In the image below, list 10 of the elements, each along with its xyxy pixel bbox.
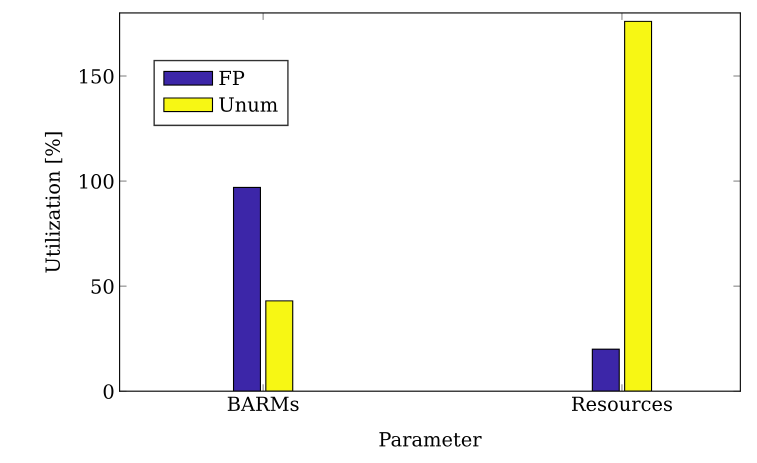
y-tick-label: 50: [92, 279, 114, 294]
legend-label: Unum: [219, 97, 278, 112]
y-tick-label: 150: [80, 68, 114, 84]
y-axis-title: Utilization [%]: [44, 132, 62, 273]
y-tick-label: 100: [80, 174, 114, 189]
x-tick-label: Resources: [572, 396, 672, 412]
legend-label: FP: [219, 70, 244, 86]
y-tick-label: 0: [104, 384, 114, 399]
x-tick-label: BARMs: [228, 396, 299, 412]
x-axis-title: Parameter: [379, 432, 482, 447]
